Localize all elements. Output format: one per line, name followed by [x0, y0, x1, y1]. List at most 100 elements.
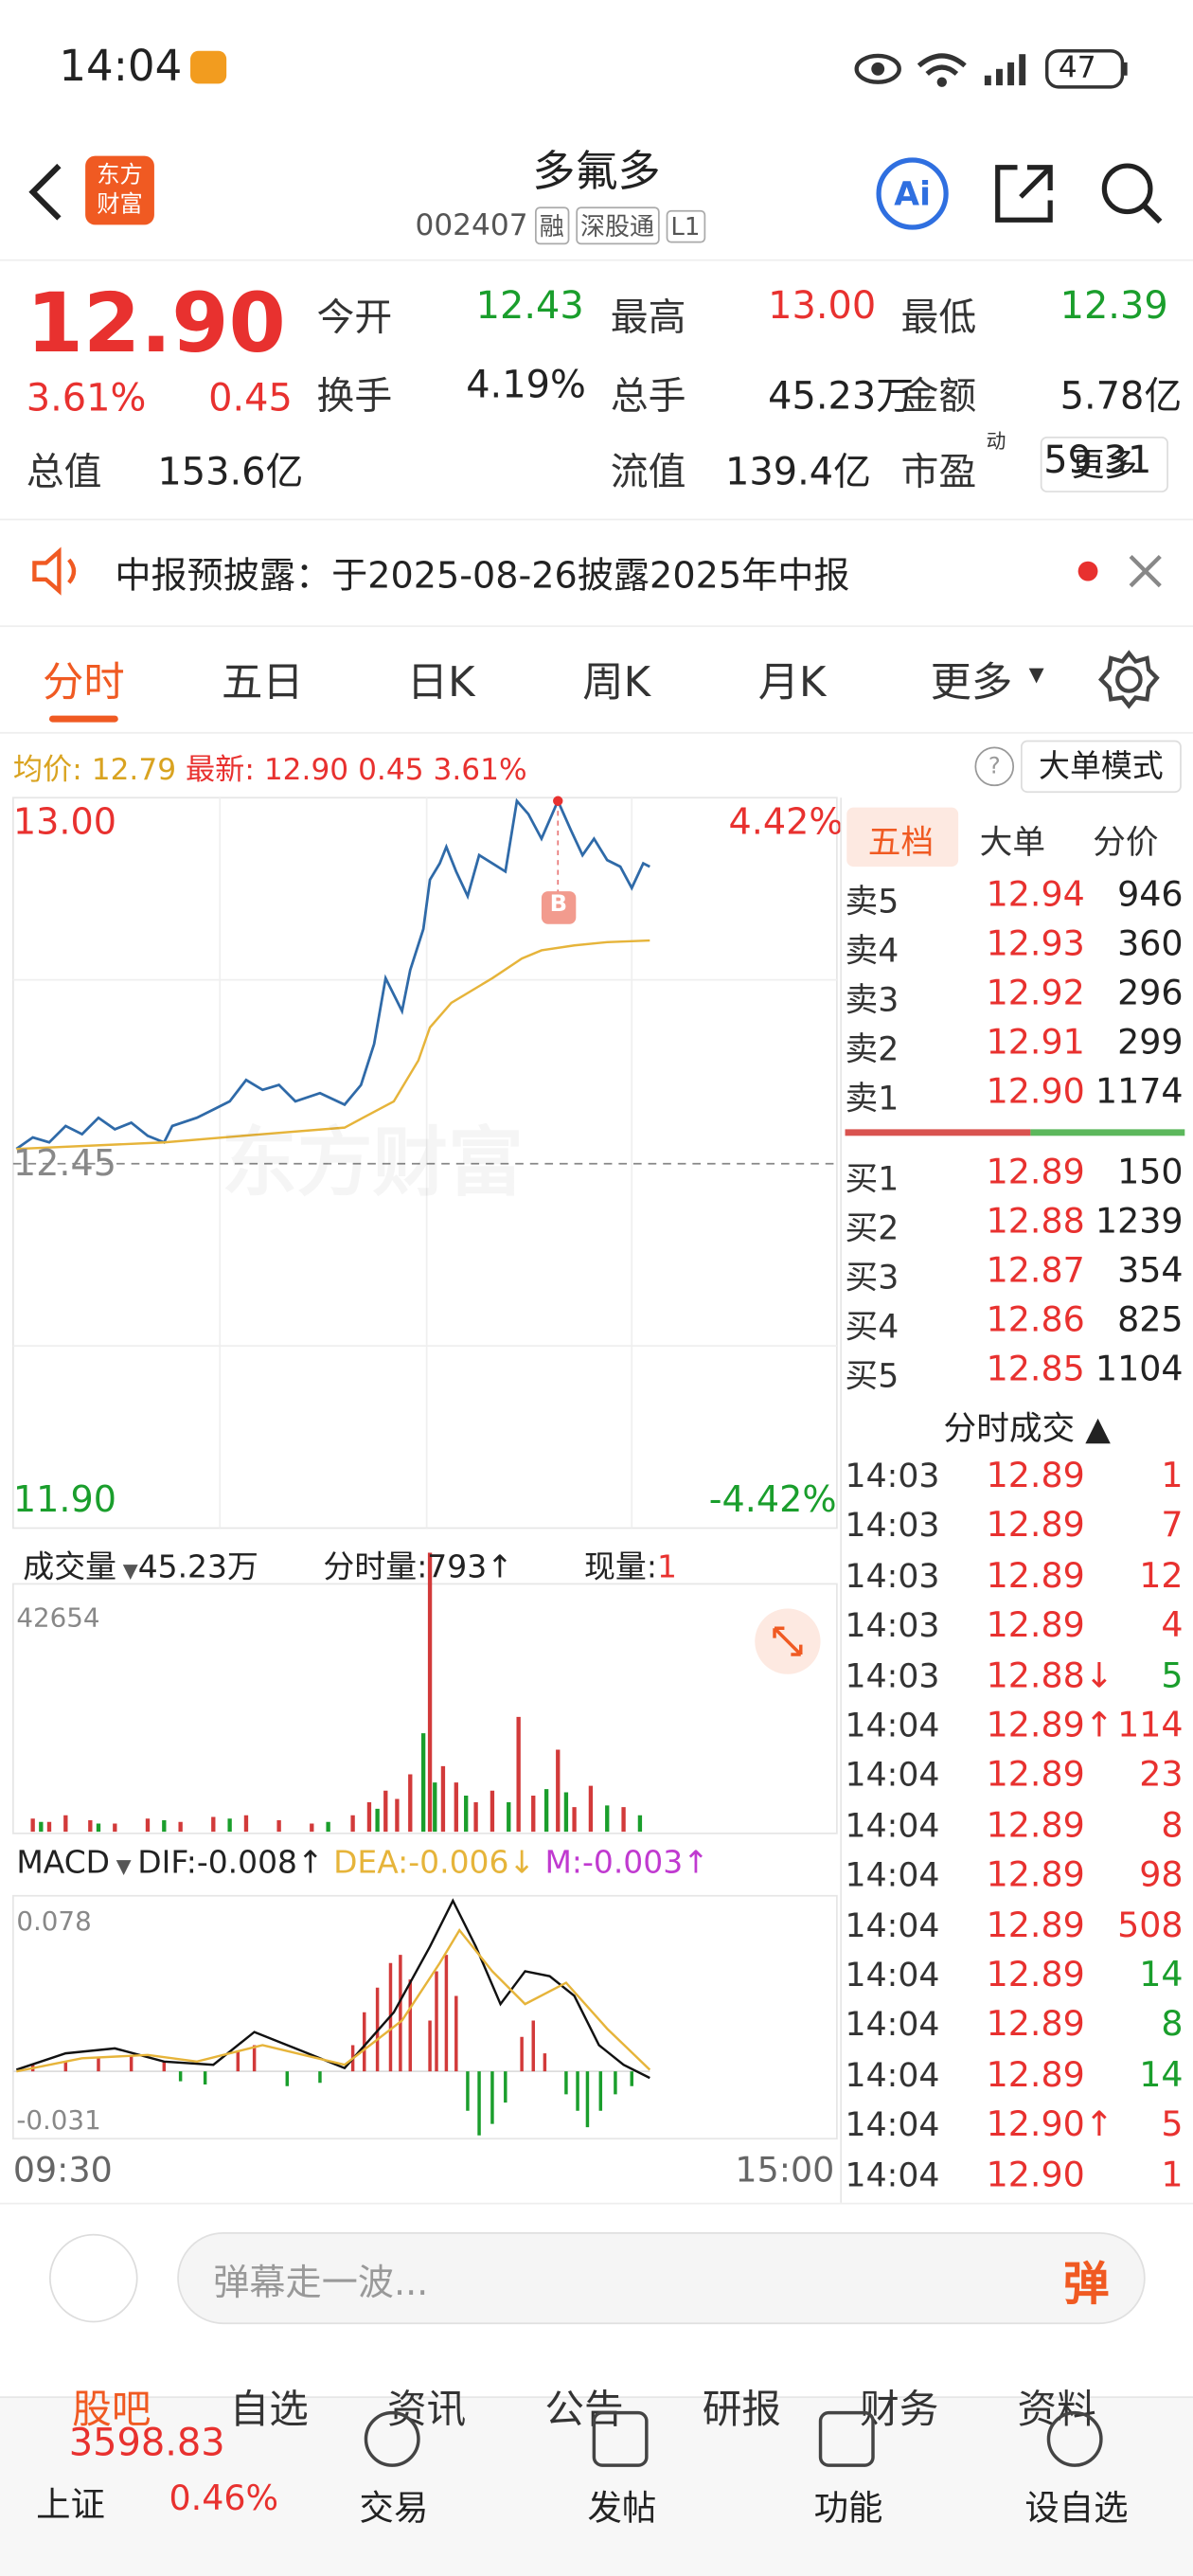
back-button[interactable]: [23, 161, 65, 224]
ai-button[interactable]: Ai: [876, 157, 949, 230]
macd-min: -0.031: [16, 2103, 101, 2136]
field-label: 流值: [610, 451, 686, 494]
volume-bars: [30, 1552, 626, 1833]
volume-header: 成交量 ▼45.23万: [23, 1549, 258, 1586]
search-button[interactable]: [1099, 161, 1165, 226]
pct-change: 3.61%: [26, 377, 147, 420]
nav-icon[interactable]: [818, 2410, 875, 2467]
trade-price: 12.89: [986, 1905, 1085, 1945]
stock-code-row: 002407 融深股通 L1: [415, 206, 705, 245]
trade-volume: 1: [1161, 1456, 1184, 1495]
avg-label: 均价:: [12, 753, 82, 788]
sub-tab[interactable]: 公告: [544, 2386, 624, 2433]
volume-frame: [11, 1583, 838, 1834]
nav-label[interactable]: 发帖: [587, 2488, 657, 2528]
book-volume: 825: [1117, 1299, 1184, 1340]
avg-value: 12.79: [91, 753, 177, 788]
trade-volume: 5: [1161, 1655, 1184, 1695]
index-value: 3598.83: [68, 2423, 225, 2466]
period-tab[interactable]: 五日: [221, 657, 304, 707]
trade-volume: 8: [1161, 2004, 1184, 2045]
field-value: 59.31: [1043, 439, 1152, 483]
trade-price: 12.90: [986, 2154, 1085, 2194]
book-price: 12.92: [986, 973, 1085, 1013]
period-tab[interactable]: 日K: [406, 657, 475, 707]
trade-price: 12.89: [986, 1805, 1085, 1845]
trade-time: 14:04: [845, 2004, 940, 2045]
comment-icon[interactable]: [48, 2233, 138, 2323]
trade-price: 12.89↑: [986, 1705, 1114, 1745]
tag: L1: [666, 208, 705, 242]
trade-volume: 12: [1139, 1555, 1184, 1596]
field-sup: 动: [986, 430, 1006, 454]
trade-price: 12.89: [986, 2054, 1085, 2095]
change: 0.45: [208, 377, 293, 420]
nav-icon[interactable]: [364, 2410, 420, 2467]
trade-price: 12.89: [986, 1755, 1085, 1795]
book-volume: 150: [1117, 1152, 1184, 1192]
status-icons: [854, 48, 1128, 89]
nav-label[interactable]: 交易: [359, 2488, 429, 2528]
close-notice[interactable]: [1126, 551, 1166, 591]
volume-label[interactable]: 成交量: [23, 1549, 117, 1586]
book-side: 卖4: [845, 930, 899, 971]
period-tab[interactable]: 分时: [43, 657, 125, 707]
danmaku-button[interactable]: 弹: [1063, 2257, 1110, 2312]
speaker-icon: [32, 546, 77, 596]
trade-price: 12.89: [986, 1854, 1085, 1895]
divider: [0, 2202, 1193, 2205]
book-side: 卖3: [845, 979, 899, 1020]
trade-time: 14:03: [845, 1605, 940, 1645]
period-tab[interactable]: 周K: [582, 657, 651, 707]
field-value: 139.4亿: [725, 451, 872, 494]
book-volume: 354: [1117, 1250, 1184, 1291]
comment-box[interactable]: [177, 2232, 1146, 2325]
notice-bar[interactable]: [0, 518, 1193, 628]
trades-title[interactable]: 分时成交 ▲: [943, 1407, 1111, 1448]
field-label: 最低: [900, 296, 977, 340]
settings-button[interactable]: [1097, 650, 1160, 709]
sub-tab[interactable]: 自选: [229, 2386, 309, 2433]
trade-volume: 5: [1161, 2104, 1184, 2144]
now-value: 1: [656, 1549, 677, 1586]
macd-label[interactable]: MACD: [16, 1845, 111, 1882]
book-tab[interactable]: 分价: [1093, 822, 1159, 862]
nav-label[interactable]: 设自选: [1024, 2488, 1129, 2528]
trades-title-text: 分时成交: [943, 1407, 1076, 1448]
pct-min: -4.42%: [708, 1480, 837, 1522]
nav-label[interactable]: 功能: [813, 2488, 883, 2528]
dif-line: [15, 1898, 650, 2080]
share-button[interactable]: [991, 161, 1057, 226]
trade-volume: 1: [1161, 2154, 1184, 2194]
intraday-chart: [11, 796, 838, 2140]
stock-name: 多氟多: [532, 147, 661, 197]
dea: DEA:-0.006↓: [333, 1845, 536, 1882]
book-tab[interactable]: 大单: [979, 822, 1045, 862]
field-value: 12.39: [1059, 285, 1168, 329]
big-order-mode[interactable]: 大单模式: [1020, 740, 1182, 794]
book-side: 卖1: [845, 1078, 899, 1118]
period-tab[interactable]: 更多: [930, 657, 1013, 707]
marker-label: B: [549, 891, 568, 918]
high-dot: [553, 796, 563, 806]
book-volume: 1104: [1095, 1349, 1184, 1389]
book-volume: 1174: [1095, 1071, 1184, 1112]
sub-tab[interactable]: 研报: [702, 2386, 781, 2433]
avg-info: 均价: 12.79 最新: 12.90 0.45 3.61%: [13, 747, 527, 790]
more-button[interactable]: 更多: [1040, 437, 1168, 492]
comment-placeholder: 弹幕走一波...: [213, 2263, 429, 2305]
book-side: 买2: [845, 1208, 899, 1248]
book-volume: 1239: [1095, 1201, 1184, 1242]
nav-icon[interactable]: [592, 2410, 649, 2467]
help-icon[interactable]: ?: [974, 746, 1015, 787]
book-tab[interactable]: 五档: [867, 822, 935, 862]
volume-period: 分时量:793↑: [323, 1549, 513, 1586]
period-tab[interactable]: 月K: [757, 657, 827, 707]
latest-change: 0.45: [358, 753, 424, 788]
trade-time: 14:04: [845, 1955, 940, 1995]
nav-icon[interactable]: [1046, 2410, 1103, 2467]
trade-time: 14:04: [845, 2154, 940, 2194]
macd-frame: [11, 1894, 838, 2140]
sub-tab[interactable]: 股吧: [72, 2386, 151, 2433]
